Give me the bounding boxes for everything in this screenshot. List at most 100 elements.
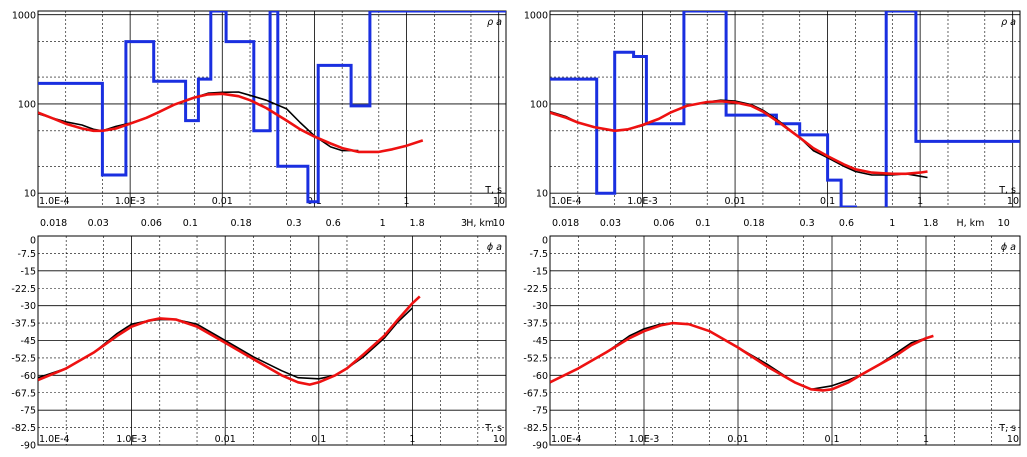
y-tick-label: 10 xyxy=(536,189,548,200)
y-tick-label: -60 xyxy=(532,371,548,382)
y-tick-label: -37.5 xyxy=(11,319,36,330)
depth-tick-label: 0.03 xyxy=(600,218,621,229)
depth-tick-label: 1.8 xyxy=(410,218,425,229)
x-tick-label: 0.1 xyxy=(820,196,835,207)
x-tick-label: 1.0E-4 xyxy=(39,434,70,445)
chart-panel-left-phase: 0 -7.5 -15 -22.5 -30 -37.5 -45 -52.5 -60 -67.5 -75… xyxy=(11,235,507,452)
x-tick-label: 1 xyxy=(404,196,410,207)
y-tick-label: -82.5 xyxy=(523,423,548,434)
depth-tick-label: 0.1 xyxy=(695,218,710,229)
x-tick-label: 1.0E-4 xyxy=(39,196,70,207)
x-tick-label: 0.1 xyxy=(311,434,326,445)
y-tick-label: -90 xyxy=(532,441,548,452)
series-group xyxy=(550,321,934,392)
y-tick-label: 0 xyxy=(542,236,548,247)
series-group xyxy=(550,11,1020,207)
depth-tick-label: 0.18 xyxy=(231,218,252,229)
depth-axis-label: H, km xyxy=(466,218,494,229)
y-tick-label: -75 xyxy=(532,406,548,417)
depth-tick-label: 0.6 xyxy=(839,218,854,229)
grid xyxy=(550,236,1020,445)
y-tick-label: -52.5 xyxy=(523,353,548,364)
x-tick-label: 1.0E-3 xyxy=(116,434,147,445)
depth-tick-label: 0.6 xyxy=(326,218,341,229)
x-tick-label: 0.01 xyxy=(212,196,233,207)
depth-tick-label: 0.018 xyxy=(40,218,67,229)
depth-tick-label: 0.3 xyxy=(286,218,301,229)
depth-tick-labels: 0.018 0.03 0.06 0.1 0.18 0.3 0.6 1 1.8 H, km 10 xyxy=(552,218,1010,229)
chart-panel-left-apparent-resistivity: 10 100 1000 1.0E-4 1.0E-3 0.01 0.1 1 10 ρ a T, s 0.… xyxy=(12,10,507,229)
x-tick-label: 10 xyxy=(1007,434,1019,445)
x-tick-label: 1 xyxy=(917,196,923,207)
chart-panel-right-apparent-resistivity: 10 100 1000 1.0E-4 1.0E-3 0.01 0.1 1 10 ρ a T, s 0.… xyxy=(524,10,1021,229)
grid xyxy=(550,11,1020,207)
y-tick-label: -82.5 xyxy=(11,423,36,434)
x-axis-label: T, s xyxy=(484,185,502,196)
y-tick-label: -52.5 xyxy=(11,353,36,364)
x-tick-labels: 1.0E-4 1.0E-3 0.01 0.1 1 10 xyxy=(39,434,505,445)
y-tick-label: -30 xyxy=(532,301,548,312)
x-tick-label: 0.01 xyxy=(215,434,236,445)
y-tick-label: -45 xyxy=(20,336,36,347)
y-tick-label: -7.5 xyxy=(17,249,36,260)
chart-panel-right-phase: 0 -7.5 -15 -22.5 -30 -37.5 -45 -52.5 -60 -67.5 -75… xyxy=(523,235,1021,452)
y-tick-label: -67.5 xyxy=(11,388,36,399)
y-tick-labels: 0 -7.5 -15 -22.5 -30 -37.5 -45 -52.5 -60 -67.5 -75… xyxy=(523,236,548,452)
y-tick-labels: 10 100 1000 xyxy=(12,11,36,200)
depth-tick-label: 0.03 xyxy=(88,218,109,229)
y-tick-labels: 0 -7.5 -15 -22.5 -30 -37.5 -45 -52.5 -60 -67.5 -75… xyxy=(11,236,36,452)
x-axis-label: T, s xyxy=(998,185,1016,196)
x-tick-label: 0.01 xyxy=(727,434,748,445)
x-axis-label: T, s xyxy=(998,423,1016,434)
plot-frame xyxy=(37,10,507,208)
series-group xyxy=(38,11,506,204)
y-tick-label: 100 xyxy=(18,99,36,110)
series-group xyxy=(38,295,421,386)
x-tick-labels: 1.0E-4 1.0E-3 0.01 0.1 1 10 xyxy=(551,434,1019,445)
fitted-curve xyxy=(550,100,928,176)
x-tick-label: 0.01 xyxy=(724,196,745,207)
depth-tick-label: 0.18 xyxy=(743,218,764,229)
x-tick-label: 10 xyxy=(1007,196,1019,207)
depth-tick-label: H, km xyxy=(957,218,985,229)
y-tick-label: -22.5 xyxy=(523,284,548,295)
plot-frame xyxy=(549,10,1021,208)
x-tick-labels: 1.0E-4 1.0E-3 0.01 0.1 1 10 xyxy=(551,196,1019,207)
depth-tick-label: 1 xyxy=(380,218,386,229)
depth-tick-label: 3 xyxy=(461,218,467,229)
fitted-curve xyxy=(38,92,424,154)
y-tick-label: 0 xyxy=(30,236,36,247)
x-tick-label: 1.0E-3 xyxy=(629,434,660,445)
depth-tick-label: 1.8 xyxy=(923,218,938,229)
y-tick-label: -7.5 xyxy=(529,249,548,260)
x-tick-label: 1.0E-4 xyxy=(551,434,582,445)
y-tick-label: -22.5 xyxy=(11,284,36,295)
y-axis-label: ρ a xyxy=(487,17,502,28)
x-tick-label: 0.1 xyxy=(824,434,839,445)
y-tick-label: 100 xyxy=(530,99,548,110)
y-axis-label: ρ a xyxy=(1001,17,1016,28)
y-tick-labels: 10 100 1000 xyxy=(524,11,548,200)
grid xyxy=(38,236,506,445)
depth-tick-label: 0.1 xyxy=(183,218,198,229)
y-tick-label: 1000 xyxy=(12,11,36,22)
depth-tick-label: 10 xyxy=(493,218,505,229)
y-axis-label: ϕ a xyxy=(1001,242,1016,253)
x-tick-label: 10 xyxy=(493,196,505,207)
y-tick-label: -15 xyxy=(20,266,36,277)
depth-tick-label: 0.018 xyxy=(552,218,579,229)
model-curve xyxy=(38,11,506,204)
y-tick-label: -90 xyxy=(20,441,36,452)
y-tick-label: -60 xyxy=(20,371,36,382)
depth-tick-label: 1 xyxy=(889,218,895,229)
y-tick-label: -30 xyxy=(20,301,36,312)
y-tick-label: 10 xyxy=(24,189,36,200)
model-curve xyxy=(550,11,1020,207)
x-tick-label: 1 xyxy=(409,434,415,445)
x-tick-label: 1.0E-3 xyxy=(115,196,146,207)
depth-tick-label: 0.3 xyxy=(800,218,815,229)
grid xyxy=(38,11,506,207)
x-tick-label: 1.0E-3 xyxy=(627,196,658,207)
depth-tick-labels: 0.018 0.03 0.06 0.1 0.18 0.3 0.6 1 1.8 3 10 xyxy=(40,218,505,229)
